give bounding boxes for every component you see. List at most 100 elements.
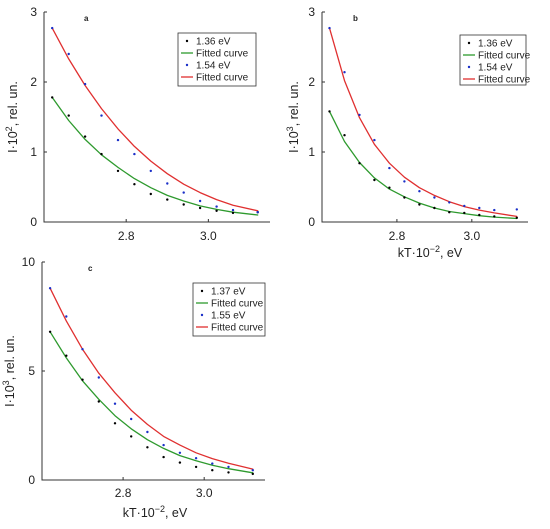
y-tick-label: 0 <box>30 215 37 229</box>
data-point <box>403 180 406 183</box>
data-point <box>198 199 202 203</box>
series-layer <box>328 26 518 220</box>
legend-entry-label: 1.55 eV <box>211 311 246 322</box>
legend-marker <box>185 63 189 67</box>
legend-entry-label: 1.54 eV <box>478 63 513 74</box>
panel-letter: b <box>353 14 358 23</box>
data-point <box>343 134 346 137</box>
data-point <box>65 315 68 318</box>
y-axis-label: I·102, rel. un. <box>4 81 20 153</box>
data-point <box>251 472 254 476</box>
data-point <box>133 152 136 156</box>
x-tick-label: 3.0 <box>200 229 217 243</box>
data-point <box>515 216 518 219</box>
panel-letter: a <box>84 14 89 23</box>
fitted-curve-line <box>49 331 254 474</box>
y-ticks: 0 1 2 3 <box>30 5 47 229</box>
data-point <box>51 26 54 30</box>
data-point <box>328 26 331 30</box>
legend-marker <box>200 313 204 317</box>
data-point <box>463 204 466 208</box>
data-point <box>100 152 103 156</box>
y-tick-label: 2 <box>308 75 315 89</box>
data-point <box>227 471 230 474</box>
data-point <box>493 215 496 218</box>
data-point <box>67 114 70 117</box>
x-axis-label: kT·10−2, eV <box>398 244 463 260</box>
legend-entry-label: Fitted curve <box>478 75 531 86</box>
data-point <box>194 457 198 460</box>
data-point <box>211 462 214 465</box>
data-point <box>48 330 52 333</box>
legend-entry-label: 1.36 eV <box>196 37 231 48</box>
data-point <box>116 169 120 173</box>
data-point <box>166 182 169 185</box>
y-tick-label: 5 <box>28 364 35 378</box>
data-point <box>146 446 149 449</box>
data-point <box>149 192 152 196</box>
x-tick-label: 2.8 <box>118 229 135 243</box>
data-point <box>418 203 421 206</box>
panel-a: a 2.8 3.0 0 1 2 3 I·102, rel. un. 1.36 eVFit… <box>4 5 270 243</box>
data-point <box>448 201 451 204</box>
x-tick-label: 2.8 <box>115 486 132 500</box>
data-point <box>81 348 84 351</box>
data-point <box>130 417 133 421</box>
legend-marker <box>200 289 204 293</box>
data-point <box>478 206 481 210</box>
data-point <box>211 469 214 472</box>
data-point <box>373 178 376 182</box>
data-point <box>100 114 103 117</box>
data-point <box>162 443 165 447</box>
fitted-curve-line <box>51 96 259 216</box>
data-point <box>215 209 218 212</box>
data-point <box>493 208 496 212</box>
x-ticks: 2.8 3.0 <box>115 477 213 500</box>
panel-letter: c <box>88 264 93 273</box>
x-ticks: 2.8 3.0 <box>118 219 217 243</box>
data-point <box>83 82 87 86</box>
panel-c: c 2.8 3.0 0 5 10 I·103, rel. un. kT·10−2, e… <box>1 255 266 520</box>
data-point <box>182 191 185 194</box>
x-axis-label: kT·10−2, eV <box>123 504 188 520</box>
x-tick-label: 3.0 <box>196 486 213 500</box>
data-point <box>373 138 376 142</box>
data-point <box>113 422 117 425</box>
x-tick-label: 2.8 <box>389 229 406 243</box>
y-tick-label: 0 <box>28 473 35 487</box>
panel-b: b 2.8 3.0 0 1 2 3 I·103, rel. un. kT·10−2, e… <box>285 5 531 260</box>
legend-entry-label: Fitted curve <box>211 299 264 310</box>
legend-entry-label: Fitted curve <box>211 323 264 334</box>
data-point <box>67 52 70 56</box>
data-point <box>231 211 235 215</box>
data-point <box>328 110 331 113</box>
data-point <box>478 213 481 217</box>
data-point <box>403 196 406 199</box>
data-point <box>97 400 101 403</box>
y-tick-label: 1 <box>308 145 315 159</box>
legend-marker <box>185 39 189 43</box>
data-point <box>343 71 346 74</box>
data-point <box>178 451 182 454</box>
series-layer <box>48 287 254 476</box>
legend-entry-label: 1.54 eV <box>196 61 231 72</box>
data-point <box>418 190 421 193</box>
fitted-curve-line <box>328 27 518 218</box>
data-point <box>182 203 185 206</box>
data-point <box>51 96 54 99</box>
fitted-curve-line <box>51 27 259 212</box>
y-tick-label: 3 <box>308 5 315 19</box>
x-tick-label: 3.0 <box>463 229 480 243</box>
data-point <box>146 430 149 434</box>
y-tick-label: 3 <box>30 5 37 19</box>
data-point <box>227 465 230 469</box>
y-tick-label: 2 <box>30 75 37 89</box>
data-point <box>433 196 436 199</box>
data-point <box>388 186 391 189</box>
y-tick-label: 1 <box>30 145 37 159</box>
data-point <box>256 211 259 214</box>
data-point <box>231 208 235 212</box>
data-point <box>358 113 361 117</box>
